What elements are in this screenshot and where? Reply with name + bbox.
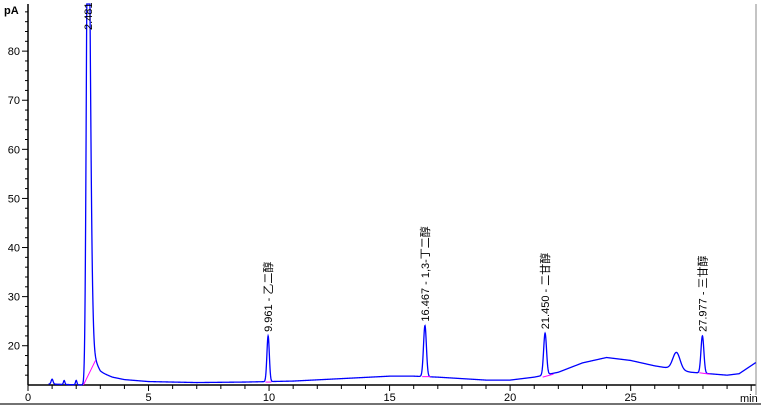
y-tick-label: 70 <box>8 95 20 107</box>
y-tick-label: 30 <box>8 292 20 304</box>
peak-label: 9.961 - 乙二醇 <box>261 262 275 332</box>
peak-label: 2.481 <box>83 2 95 30</box>
integration-baseline <box>699 372 711 375</box>
peak-label: 21.450 - 二甘醇 <box>538 253 552 329</box>
x-tick-label: 15 <box>383 392 395 404</box>
x-axis-unit: min <box>740 393 758 405</box>
axes: 20 30 40 50 60 70 80 0 5 10 15 20 25 <box>0 4 761 405</box>
x-tick-label: 0 <box>25 392 31 404</box>
x-tick-label: 10 <box>263 392 275 404</box>
y-tick-label: 60 <box>8 144 20 156</box>
y-tick-label: 50 <box>8 193 20 205</box>
signal-trace <box>48 3 757 386</box>
peak-label: 16.467 - 1,3-丁二醇 <box>418 226 432 321</box>
y-tick-label: 20 <box>8 341 20 353</box>
x-tick-label: 20 <box>504 392 516 404</box>
x-tick-label: 25 <box>625 392 637 404</box>
y-tick-label: 80 <box>8 46 20 58</box>
y-axis-unit: pA <box>4 5 19 17</box>
integration-baseline <box>542 373 554 378</box>
y-tick-label: 40 <box>8 243 20 255</box>
x-tick-label: 5 <box>145 392 151 404</box>
plot-area <box>48 3 757 386</box>
peak-labels: 2.481 9.961 - 乙二醇 16.467 - 1,3-丁二醇 21.450 -… <box>83 2 710 331</box>
integration-baseline <box>82 360 96 386</box>
peak-label: 27.977 - 三甘醇 <box>695 255 709 331</box>
